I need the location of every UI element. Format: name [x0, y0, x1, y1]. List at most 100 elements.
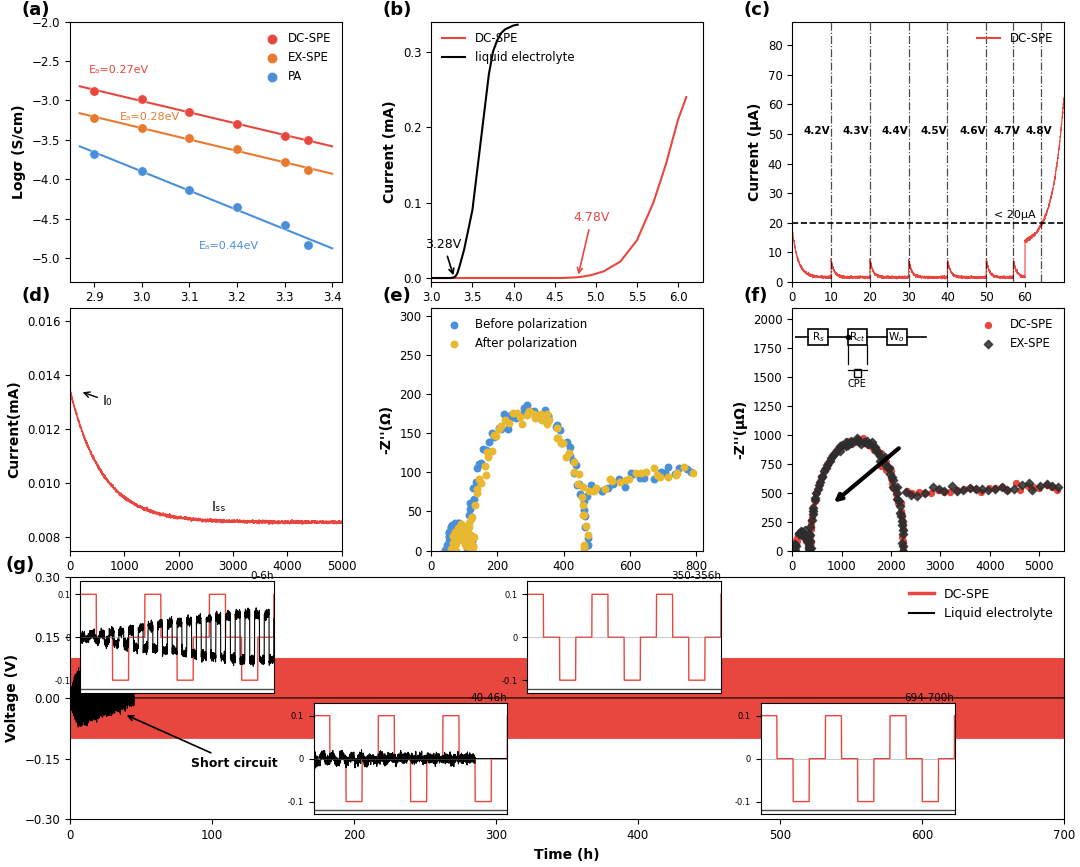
Before polarization: [558, 435, 576, 449]
PA: [133, 165, 150, 179]
Before polarization: [678, 463, 696, 477]
Before polarization: [617, 480, 634, 494]
After polarization: [511, 410, 528, 424]
EX-SPE: [785, 541, 802, 555]
After polarization: [603, 474, 620, 488]
After polarization: [468, 486, 485, 500]
EX-SPE: [955, 484, 972, 498]
EX-SPE: [826, 447, 843, 460]
EX-SPE: [908, 489, 926, 503]
DC-SPE: [85, 84, 103, 98]
DC-SPE: [826, 446, 843, 460]
After polarization: [487, 429, 504, 443]
After polarization: [455, 523, 472, 537]
DC-SPE: [802, 514, 820, 528]
EX-SPE: [885, 473, 902, 487]
Before polarization: [518, 398, 536, 412]
After polarization: [454, 532, 471, 546]
Before polarization: [570, 477, 588, 491]
Before polarization: [666, 467, 684, 481]
EX-SPE: [897, 485, 915, 499]
After polarization: [565, 466, 582, 479]
Before polarization: [477, 443, 495, 457]
EX-SPE: [850, 433, 867, 447]
liquid electrolyte: [474, 137, 487, 147]
Text: (g): (g): [5, 556, 35, 574]
After polarization: [454, 522, 471, 536]
DC-SPE: [802, 518, 820, 531]
DC-SPE: [888, 481, 905, 495]
Before polarization: [460, 521, 477, 535]
After polarization: [459, 525, 476, 539]
Before polarization: [539, 409, 556, 423]
EX-SPE: [891, 506, 908, 520]
liquid electrolyte: [449, 271, 462, 281]
After polarization: [490, 422, 508, 436]
Before polarization: [443, 525, 460, 539]
liquid electrolyte: [465, 205, 478, 215]
DC-SPE: [424, 273, 437, 284]
EX-SPE: [133, 121, 150, 135]
Before polarization: [447, 516, 464, 530]
After polarization: [578, 518, 595, 532]
DC-SPE: [834, 440, 851, 453]
EX-SPE: [916, 486, 933, 499]
EX-SPE: [299, 163, 316, 177]
DC-SPE: [802, 535, 820, 549]
DC-SPE: [948, 483, 966, 497]
After polarization: [659, 470, 676, 484]
EX-SPE: [878, 460, 895, 473]
Before polarization: [454, 527, 471, 541]
DC-SPE: [894, 534, 912, 548]
EX-SPE: [793, 524, 810, 538]
liquid electrolyte: [458, 244, 471, 255]
After polarization: [456, 525, 473, 538]
Before polarization: [471, 457, 488, 471]
Before polarization: [451, 532, 469, 546]
Before polarization: [441, 534, 458, 548]
EX-SPE: [275, 155, 293, 169]
Before polarization: [441, 544, 458, 557]
DC-SPE: [855, 431, 873, 445]
Before polarization: [457, 533, 474, 547]
EX-SPE: [881, 466, 899, 480]
liquid electrolyte: [483, 69, 496, 80]
Before polarization: [455, 531, 472, 544]
Before polarization: [448, 523, 465, 537]
After polarization: [549, 431, 566, 445]
DC-SPE: [839, 434, 856, 447]
Before polarization: [459, 532, 476, 546]
DC-SPE: [808, 486, 825, 500]
DC-SPE: [631, 235, 644, 245]
EX-SPE: [893, 514, 910, 528]
Before polarization: [459, 542, 476, 556]
EX-SPE: [1024, 483, 1041, 497]
EX-SPE: [800, 539, 818, 553]
After polarization: [442, 543, 459, 557]
Before polarization: [453, 519, 470, 533]
Text: (a): (a): [22, 1, 50, 19]
liquid electrolyte: [490, 36, 503, 46]
DC-SPE: [787, 532, 805, 546]
Before polarization: [522, 404, 539, 418]
DC-SPE: [862, 437, 879, 451]
After polarization: [455, 519, 472, 533]
X-axis label: Time(s): Time(s): [176, 579, 235, 593]
Before polarization: [442, 529, 459, 543]
Before polarization: [444, 530, 461, 544]
EX-SPE: [815, 464, 833, 478]
Before polarization: [456, 533, 473, 547]
After polarization: [651, 470, 669, 484]
DC-SPE: [994, 479, 1011, 493]
EX-SPE: [877, 457, 894, 471]
DC-SPE: [794, 528, 811, 542]
Text: 4.2V: 4.2V: [804, 126, 831, 136]
After polarization: [460, 521, 477, 535]
DC-SPE: [809, 483, 826, 497]
After polarization: [597, 482, 615, 496]
DC-SPE: [1025, 480, 1042, 494]
Before polarization: [451, 518, 469, 531]
After polarization: [539, 417, 556, 431]
EX-SPE: [798, 531, 815, 545]
Text: 4.6V: 4.6V: [959, 126, 986, 136]
